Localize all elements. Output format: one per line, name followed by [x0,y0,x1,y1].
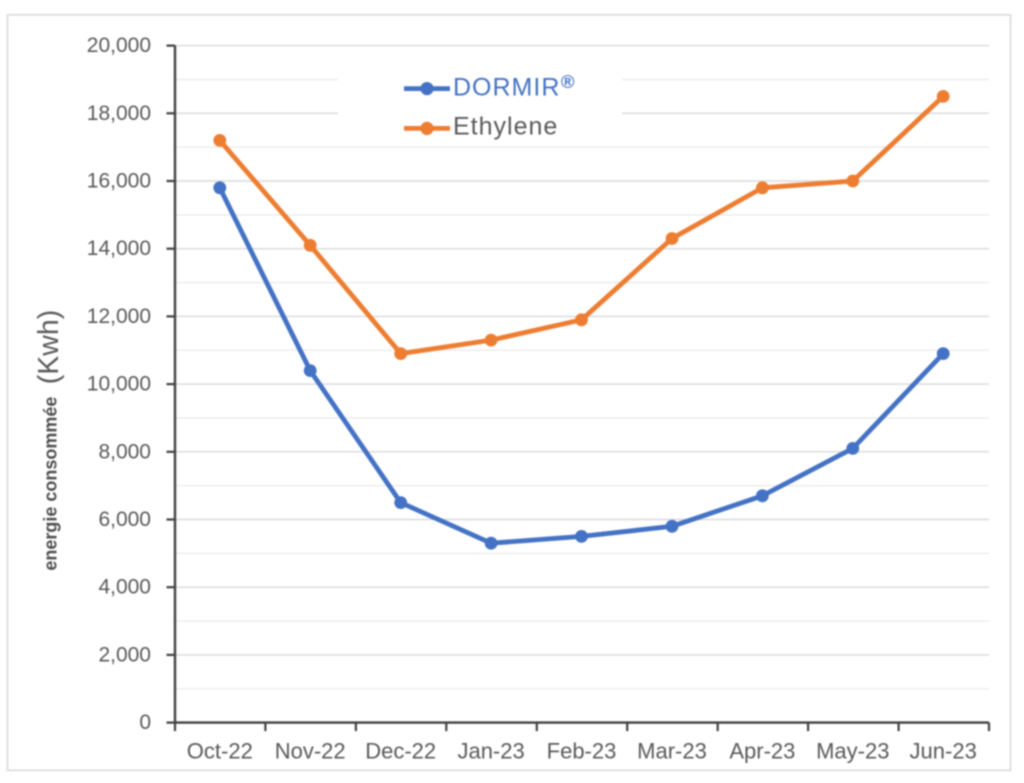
svg-text:(Kwh): (Kwh) [33,310,65,384]
svg-text:4,000: 4,000 [98,576,151,599]
svg-text:6,000: 6,000 [98,508,151,531]
svg-text:Dec-22: Dec-22 [365,739,436,764]
svg-text:Apr-23: Apr-23 [729,739,795,764]
svg-text:10,000: 10,000 [87,373,151,396]
svg-text:12,000: 12,000 [87,305,151,328]
svg-text:20,000: 20,000 [87,34,151,57]
svg-text:DORMIR®: DORMIR® [453,71,576,102]
svg-text:2,000: 2,000 [98,643,151,666]
svg-text:energie consommée: energie consommée [41,397,61,571]
svg-text:Jun-23: Jun-23 [910,739,977,764]
svg-text:Oct-22: Oct-22 [187,739,253,764]
svg-text:Jan-23: Jan-23 [457,739,524,764]
svg-text:18,000: 18,000 [87,102,151,125]
svg-text:Feb-23: Feb-23 [547,739,617,764]
svg-text:0: 0 [139,711,151,734]
svg-text:Nov-22: Nov-22 [275,739,346,764]
svg-text:14,000: 14,000 [87,237,151,260]
svg-text:Ethylene: Ethylene [453,113,558,141]
svg-text:Mar-23: Mar-23 [637,739,707,764]
svg-text:16,000: 16,000 [87,170,151,193]
svg-text:8,000: 8,000 [98,440,151,463]
svg-text:May-23: May-23 [816,739,889,764]
